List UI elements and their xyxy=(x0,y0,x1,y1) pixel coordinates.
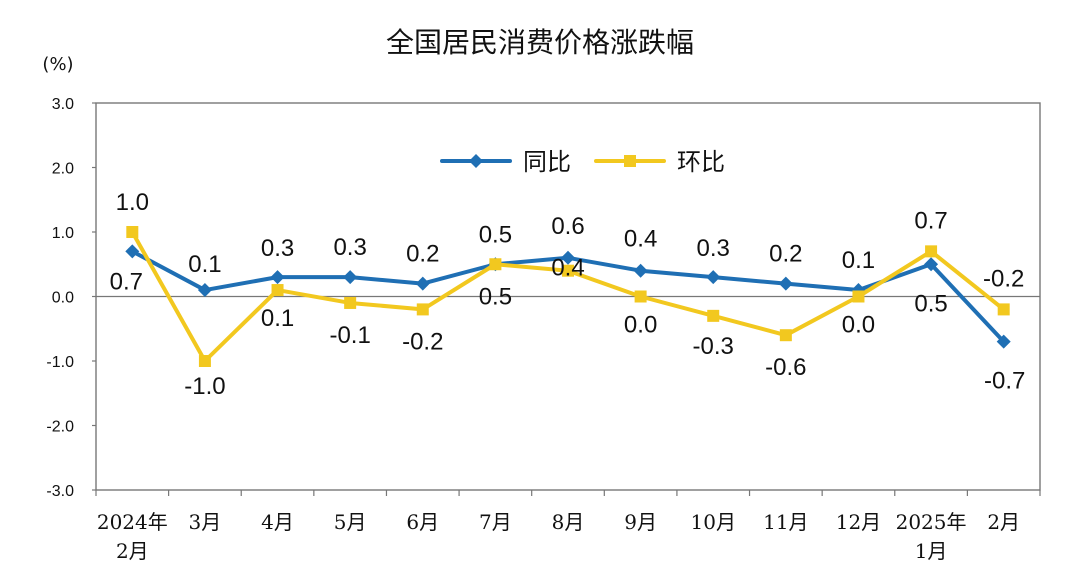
x-tick-label: 6月 xyxy=(406,510,439,534)
mom-data-label: 0.5 xyxy=(479,283,512,310)
mom-data-point xyxy=(562,264,574,277)
legend-label-mom: 环比 xyxy=(677,148,725,176)
y-tick-label: -3.0 xyxy=(46,483,74,500)
x-tick-label: 7月 xyxy=(479,510,512,534)
mom-data-label: -0.2 xyxy=(983,265,1024,292)
y-axis-unit: (%) xyxy=(42,54,73,75)
yoy-data-label: -0.7 xyxy=(984,368,1025,395)
mom-data-label: -0.3 xyxy=(693,333,734,360)
mom-data-point xyxy=(779,329,792,342)
mom-data-label: 0.1 xyxy=(261,305,294,332)
y-tick-label: 2.0 xyxy=(52,161,74,178)
yoy-data-point xyxy=(415,276,430,291)
mom-data-label: 0.7 xyxy=(914,207,947,234)
mom-data-point xyxy=(271,284,284,297)
yoy-data-label: 0.3 xyxy=(333,234,366,261)
x-tick-label: 12月 xyxy=(836,510,881,534)
mom-data-point xyxy=(344,296,357,309)
mom-data-label: -1.0 xyxy=(184,373,225,400)
yoy-data-label: 0.3 xyxy=(261,235,294,262)
yoy-data-point xyxy=(125,244,140,259)
yoy-data-point xyxy=(270,270,285,285)
mom-data-label: 0.4 xyxy=(551,255,584,282)
yoy-data-point xyxy=(996,334,1011,349)
legend-marker-mom xyxy=(624,155,636,167)
mom-data-point xyxy=(707,309,720,322)
mom-data-label: 1.0 xyxy=(116,189,149,216)
mom-data-label: -0.1 xyxy=(329,322,370,349)
yoy-data-label: 0.4 xyxy=(624,226,657,253)
plot-area: 3.0 2.0 1.0 0.0 -1.0 -2.0 -3.0 2024年 2月 3月 4月 5月 6月 7… xyxy=(46,96,1041,563)
yoy-data-point xyxy=(778,276,793,291)
mom-data-label: -0.2 xyxy=(402,328,443,355)
yoy-data-label: 0.1 xyxy=(842,247,875,274)
mom-data-point xyxy=(198,355,211,367)
x-tick-label: 5月 xyxy=(334,510,367,534)
mom-data-point xyxy=(997,303,1010,316)
mom-data-label: 0.0 xyxy=(842,312,875,339)
x-tick-label: 4月 xyxy=(261,510,294,534)
yoy-data-point xyxy=(633,263,648,278)
x-tick-label: 2月 xyxy=(987,510,1020,534)
mom-data-point xyxy=(852,290,865,303)
yoy-data-label: 0.1 xyxy=(188,251,221,278)
chart-title: 全国居民消费价格涨跌幅 xyxy=(386,26,694,59)
x-tick-label: 11月 xyxy=(763,510,808,534)
mom-data-label: -0.6 xyxy=(765,354,806,381)
mom-data-point xyxy=(126,226,139,238)
yoy-data-point xyxy=(343,270,358,285)
yoy-data-label: 0.5 xyxy=(479,221,512,248)
x-tick-label: 9月 xyxy=(624,510,657,534)
yoy-data-label: 0.2 xyxy=(769,241,802,268)
yoy-data-point xyxy=(924,257,939,272)
x-tick-label: 2025年 xyxy=(896,510,967,534)
mom-data-label: 0.0 xyxy=(624,312,657,339)
yoy-data-point xyxy=(197,283,212,298)
y-tick-label: -2.0 xyxy=(46,419,74,436)
mom-data-point xyxy=(416,303,429,316)
y-tick-label: 0.0 xyxy=(52,290,74,307)
yoy-data-label: 0.5 xyxy=(914,290,947,317)
y-tick-label: -1.0 xyxy=(46,354,74,371)
yoy-data-label: 0.3 xyxy=(697,235,730,262)
yoy-data-point xyxy=(706,270,721,285)
yoy-data-point xyxy=(561,250,575,265)
x-tick-label: 10月 xyxy=(691,510,736,534)
mom-data-point xyxy=(634,290,647,303)
x-tick-label: 2024年 xyxy=(97,510,168,534)
yoy-data-label: 0.6 xyxy=(551,213,584,240)
x-tick-label: 1月 xyxy=(915,539,948,563)
y-tick-label: 1.0 xyxy=(52,225,74,242)
yoy-data-label: 0.2 xyxy=(406,241,439,268)
y-tick-label: 3.0 xyxy=(52,96,74,113)
legend-marker-yoy xyxy=(469,154,483,168)
yoy-data-label: 0.7 xyxy=(110,268,143,295)
x-tick-label: 8月 xyxy=(552,510,585,534)
x-tick-label: 3月 xyxy=(189,510,222,534)
mom-data-point xyxy=(489,258,502,271)
legend-label-yoy: 同比 xyxy=(523,148,571,176)
mom-data-point xyxy=(925,245,938,258)
x-tick-label: 2月 xyxy=(116,539,149,563)
